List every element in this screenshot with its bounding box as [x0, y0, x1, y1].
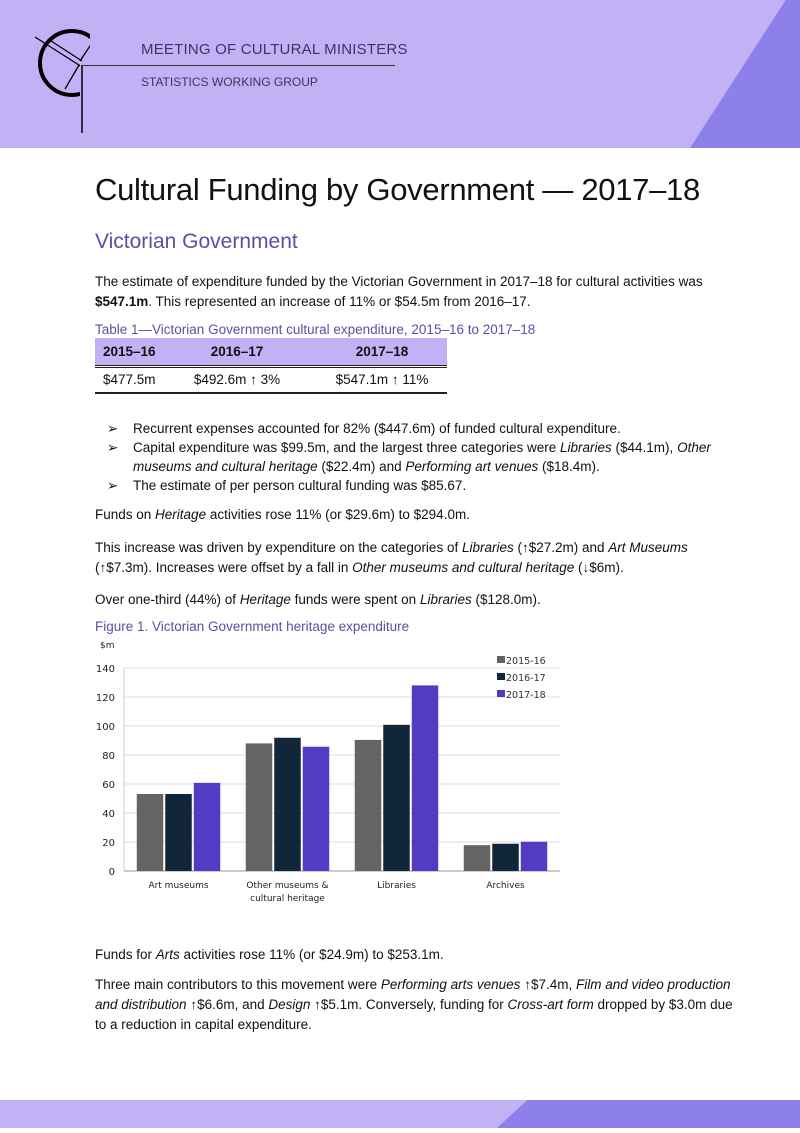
bar-2016-17 [274, 737, 301, 871]
cell: $547.1m ↑ 11% [317, 364, 447, 394]
org-name: MEETING OF CULTURAL MINISTERS [141, 41, 408, 58]
col-header: 2016–17 [157, 338, 317, 367]
bar-2015-16 [463, 845, 491, 871]
y-tick-label: 60 [102, 780, 115, 791]
y-axis-label: $m [100, 641, 115, 651]
bar-2017-18 [411, 685, 439, 871]
y-tick-label: 40 [102, 809, 115, 820]
y-tick-label: 0 [109, 867, 115, 878]
bullet-list: Recurrent expenses accounted for 82% ($4… [95, 419, 735, 495]
bar-2015-16 [136, 794, 164, 871]
heritage-bar-chart: $m 0 20 40 60 80 100 120 140 Art museums Other mus… [96, 641, 560, 904]
paragraph: Funds on Heritage activities rose 11% (o… [95, 507, 470, 522]
list-item: Capital expenditure was $99.5m, and the … [95, 438, 735, 476]
paragraph: Funds for Arts activities rose 11% (or $… [95, 947, 444, 962]
y-tick-label: 140 [96, 664, 115, 675]
footer-banner [0, 1100, 800, 1128]
section-heading: Victorian Government [95, 230, 298, 253]
paragraph: Three main contributors to this movement… [95, 977, 733, 1032]
expenditure-table: 2015–16 2016–17 2017–18 $477.5m $492.6m ↑ 3… [95, 338, 447, 394]
header-banner: MEETING OF CULTURAL MINISTERS STATISTICS… [0, 0, 800, 148]
bar-2016-17 [383, 724, 410, 871]
y-tick-label: 120 [96, 693, 115, 704]
legend-swatch [497, 690, 505, 697]
legend-swatch [497, 656, 505, 663]
footer-accent [497, 1100, 800, 1128]
x-tick-label: Archives [486, 881, 525, 891]
legend-label: 2017-18 [506, 690, 546, 701]
list-item: Recurrent expenses accounted for 82% ($4… [95, 419, 735, 438]
col-header: 2015–16 [95, 338, 157, 367]
paragraph: Over one-third (44%) of Heritage funds w… [95, 592, 541, 607]
col-header: 2017–18 [317, 338, 447, 367]
intro-paragraph: The estimate of expenditure funded by th… [95, 274, 703, 309]
y-tick-label: 80 [102, 751, 115, 762]
group-name: STATISTICS WORKING GROUP [141, 75, 318, 89]
legend-label: 2016-17 [506, 673, 546, 684]
table-caption: Table 1—Victorian Government cultural ex… [95, 322, 536, 337]
y-tick-label: 100 [96, 722, 115, 733]
legend-swatch [497, 673, 505, 680]
logo-icon [34, 29, 90, 135]
bar-2017-18 [520, 841, 548, 871]
table-row: $477.5m $492.6m ↑ 3% $547.1m ↑ 11% [95, 364, 447, 394]
x-tick-label: cultural heritage [250, 894, 325, 904]
x-tick-label: Libraries [377, 881, 416, 891]
bar-2015-16 [354, 739, 382, 871]
bar-2017-18 [193, 782, 221, 871]
header-rule [82, 65, 395, 66]
bar-2016-17 [165, 794, 192, 871]
x-tick-label: Art museums [148, 881, 208, 891]
paragraph: This increase was driven by expenditure … [95, 540, 688, 575]
bar-2015-16 [245, 743, 273, 871]
list-item: The estimate of per person cultural fund… [95, 476, 735, 495]
cell: $477.5m [95, 364, 157, 394]
page-title: Cultural Funding by Government — 2017–18 [95, 172, 700, 207]
legend-label: 2015-16 [506, 656, 546, 667]
bar-2017-18 [302, 746, 330, 871]
y-tick-label: 20 [102, 838, 115, 849]
header-accent [690, 0, 800, 148]
figure-caption: Figure 1. Victorian Government heritage … [95, 619, 410, 634]
x-tick-label: Other museums & [246, 881, 328, 891]
cell: $492.6m ↑ 3% [157, 364, 317, 394]
bar-2016-17 [492, 843, 519, 871]
